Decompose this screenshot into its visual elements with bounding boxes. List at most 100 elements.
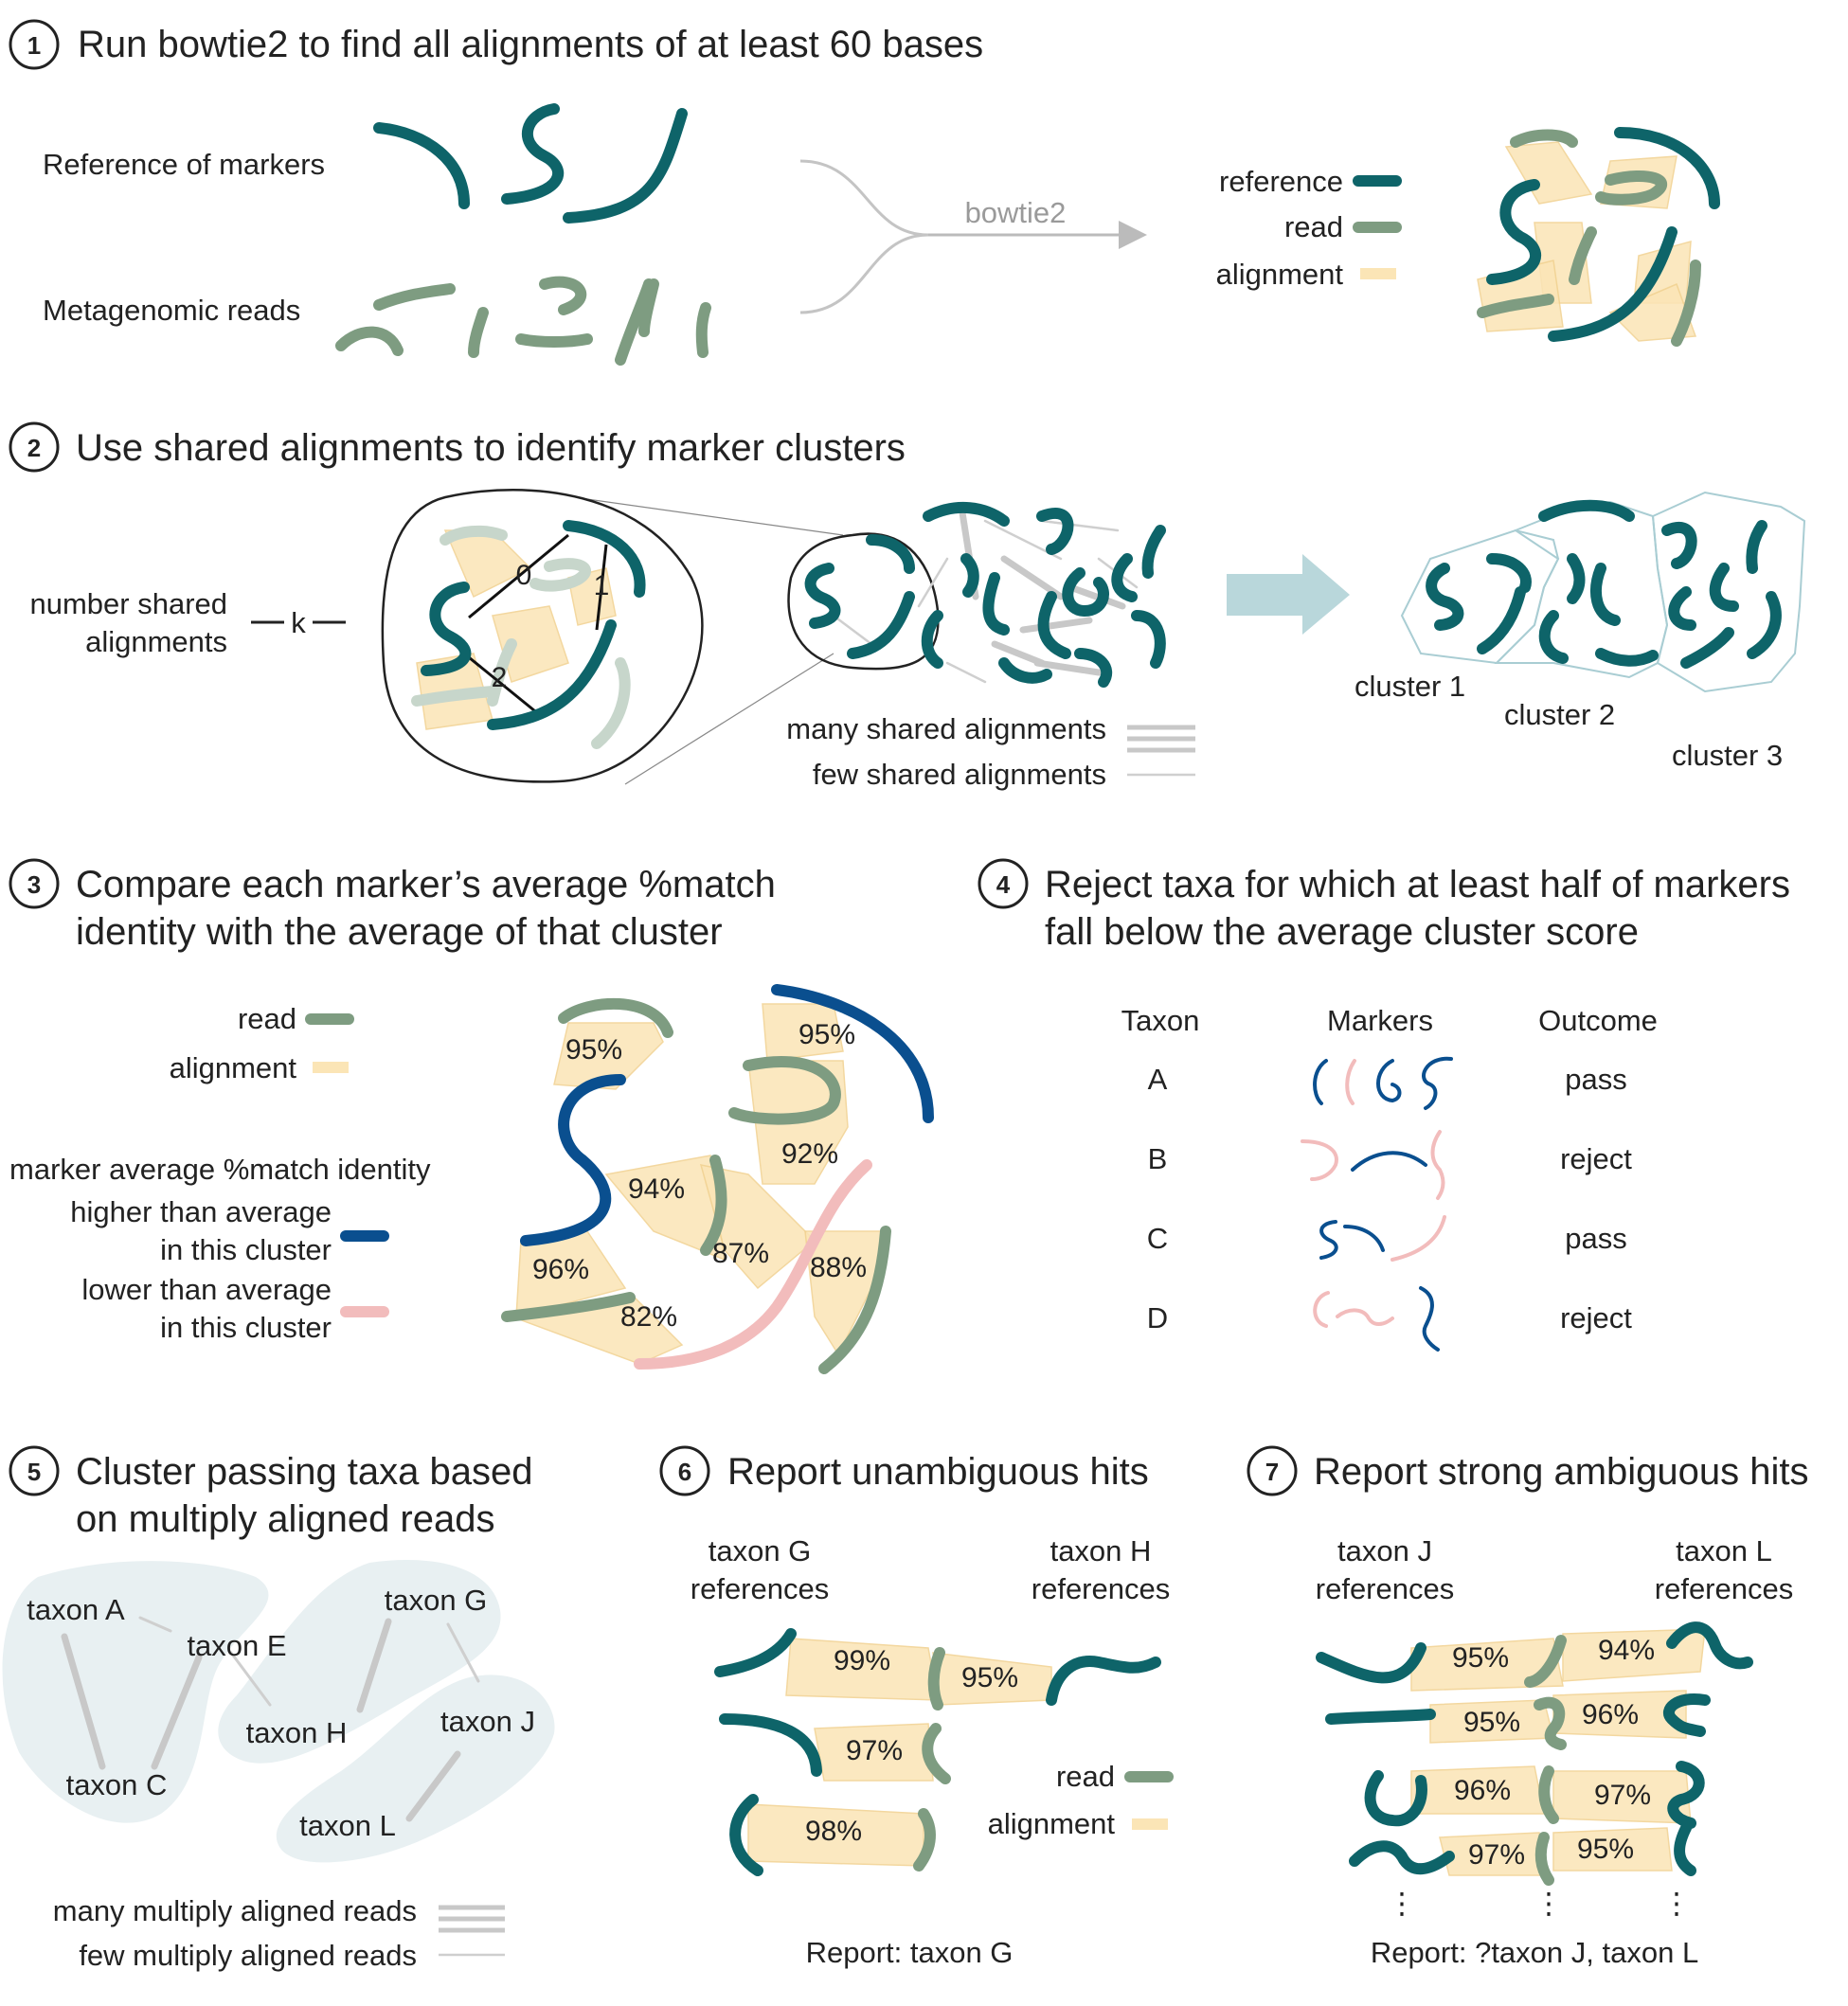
taxon-l-refs-line2: references	[1655, 1572, 1793, 1605]
legend-reference-text: reference	[1219, 165, 1343, 198]
step5-title-line2: on multiply aligned reads	[76, 1498, 494, 1540]
taxon-l-refs-line1: taxon L	[1676, 1534, 1772, 1567]
step2-panel: 2 Use shared alignments to identify mark…	[9, 421, 1806, 791]
k-label-line1: number shared	[29, 587, 227, 620]
step4-title-line2: fall below the average cluster score	[1045, 911, 1639, 953]
pct-98: 98%	[805, 1816, 862, 1847]
row-c-markers	[1319, 1215, 1446, 1262]
taxon-h-refs-line1: taxon H	[1050, 1534, 1152, 1567]
step6-legend: read alignment	[988, 1760, 1174, 1840]
step4-panel: 4 Reject taxa for which at least half of…	[978, 858, 1790, 1352]
row-d-outcome: reject	[1560, 1301, 1632, 1334]
legend-read-text: read	[1284, 210, 1343, 243]
legend-alignment-text: alignment	[1216, 258, 1344, 291]
row-b-outcome: reject	[1560, 1142, 1632, 1175]
pct-j2: 95%	[1463, 1707, 1520, 1738]
svg-text:7: 7	[1265, 1458, 1279, 1486]
aligned-result-diagram	[1477, 127, 1720, 347]
step5-title-line1: Cluster passing taxa based	[76, 1451, 533, 1493]
cluster-hulls	[1400, 491, 1806, 693]
pct-92: 92%	[781, 1138, 838, 1170]
pct-96: 96%	[532, 1254, 589, 1285]
ellipsis-middle: ⋮	[1534, 1887, 1564, 1920]
cluster-arrow	[1227, 554, 1350, 635]
higher-label-line1: higher than average	[70, 1195, 332, 1228]
svg-text:2: 2	[27, 434, 41, 462]
taxon-l-node: taxon L	[299, 1809, 396, 1842]
svg-text:3: 3	[27, 870, 41, 899]
reference-marker-strands	[373, 103, 688, 224]
legend-many-multiply-text: many multiply aligned reads	[53, 1894, 417, 1927]
step1-legend: reference read alignment	[1216, 165, 1402, 291]
pct-95-b: 95%	[798, 1019, 855, 1050]
report-unambiguous: Report: taxon G	[806, 1936, 1014, 1969]
svg-text:1: 1	[27, 31, 41, 60]
step1-number-badge: 1	[9, 19, 60, 70]
row-c-taxon: C	[1147, 1222, 1168, 1255]
step3-title-line1: Compare each marker’s average %match	[76, 864, 776, 905]
step3-legend-alignment-text: alignment	[170, 1051, 297, 1084]
step6-panel: 6 Report unambiguous hits taxon G refere…	[659, 1445, 1174, 1969]
bowtie2-label: bowtie2	[965, 196, 1067, 229]
ambiguous-hits: 95% 94% 95% 96% 96% 97% 97% 95% ⋮ ⋮ ⋮	[1316, 1621, 1753, 1920]
cluster-2-label: cluster 2	[1504, 698, 1615, 731]
step2-legend: many shared alignments few shared alignm…	[786, 712, 1195, 791]
step1-title: Run bowtie2 to find all alignments of at…	[78, 24, 983, 65]
table-row: B reject	[1148, 1130, 1632, 1200]
pct-l2: 96%	[1582, 1699, 1639, 1730]
table-row: D reject	[1147, 1286, 1632, 1352]
taxon-j-refs-line1: taxon J	[1337, 1534, 1432, 1567]
pct-95-a: 95%	[565, 1034, 622, 1066]
row-a-taxon: A	[1148, 1063, 1168, 1096]
table-row: C pass	[1147, 1215, 1627, 1262]
row-b-taxon: B	[1148, 1142, 1168, 1175]
pct-j4: 97%	[1468, 1839, 1525, 1871]
edge-count-1: 1	[594, 570, 610, 601]
lower-label-line1: lower than average	[81, 1273, 332, 1306]
taxon-j-refs-line2: references	[1316, 1572, 1454, 1605]
row-a-outcome: pass	[1565, 1063, 1626, 1096]
step3-legend-alignment-swatch	[313, 1062, 349, 1073]
edge-count-2: 2	[492, 662, 508, 693]
taxon-j-node: taxon J	[440, 1705, 535, 1738]
col-outcome: Outcome	[1538, 1004, 1658, 1037]
pct-l3: 97%	[1594, 1780, 1651, 1811]
cluster-1-label: cluster 1	[1355, 670, 1465, 703]
reference-markers-label: Reference of markers	[43, 148, 325, 181]
step3-number-badge: 3	[9, 858, 60, 909]
table-row: A pass	[1148, 1056, 1627, 1110]
step6-title: Report unambiguous hits	[727, 1451, 1149, 1493]
pct-j3: 96%	[1454, 1775, 1511, 1806]
step2-title: Use shared alignments to identify marker…	[76, 427, 906, 469]
step6-legend-read-text: read	[1056, 1760, 1115, 1793]
row-b-markers	[1301, 1130, 1445, 1200]
row-d-markers	[1313, 1286, 1440, 1352]
legend-few-shared-text: few shared alignments	[813, 758, 1106, 791]
report-ambiguous: Report: ?taxon J, taxon L	[1371, 1936, 1698, 1969]
identity-diagram: 95% 95% 92% 94% 87% 88% 96% 82%	[501, 984, 934, 1374]
pct-l4: 95%	[1577, 1834, 1634, 1865]
taxon-g-refs-line2: references	[691, 1572, 829, 1605]
legend-many-multiply-swatch	[439, 1905, 505, 1933]
taxon-e-node: taxon E	[187, 1629, 286, 1662]
metagenomic-read-strands	[335, 276, 711, 366]
svg-text:4: 4	[996, 870, 1011, 899]
taxon-c-node: taxon C	[66, 1768, 168, 1801]
ellipsis-right: ⋮	[1662, 1887, 1692, 1920]
taxon-h-node: taxon H	[246, 1716, 348, 1749]
ellipsis-left: ⋮	[1388, 1887, 1417, 1920]
step6-number-badge: 6	[659, 1445, 710, 1496]
step5-legend: many multiply aligned reads few multiply…	[53, 1894, 505, 1972]
pct-97: 97%	[846, 1735, 903, 1766]
legend-many-shared-swatch	[1127, 725, 1195, 753]
step3-panel: 3 Compare each marker’s average %match i…	[9, 858, 934, 1374]
step7-number-badge: 7	[1247, 1445, 1298, 1496]
step4-number-badge: 4	[978, 858, 1029, 909]
step5-number-badge: 5	[9, 1445, 60, 1496]
step4-title-line1: Reject taxa for which at least half of m…	[1045, 864, 1790, 905]
step6-legend-alignment-swatch	[1132, 1818, 1168, 1830]
step1-panel: 1 Run bowtie2 to find all alignments of …	[9, 19, 1720, 366]
pct-j1: 95%	[1452, 1642, 1509, 1674]
zoom-bubble: 0 1 2	[381, 489, 844, 785]
